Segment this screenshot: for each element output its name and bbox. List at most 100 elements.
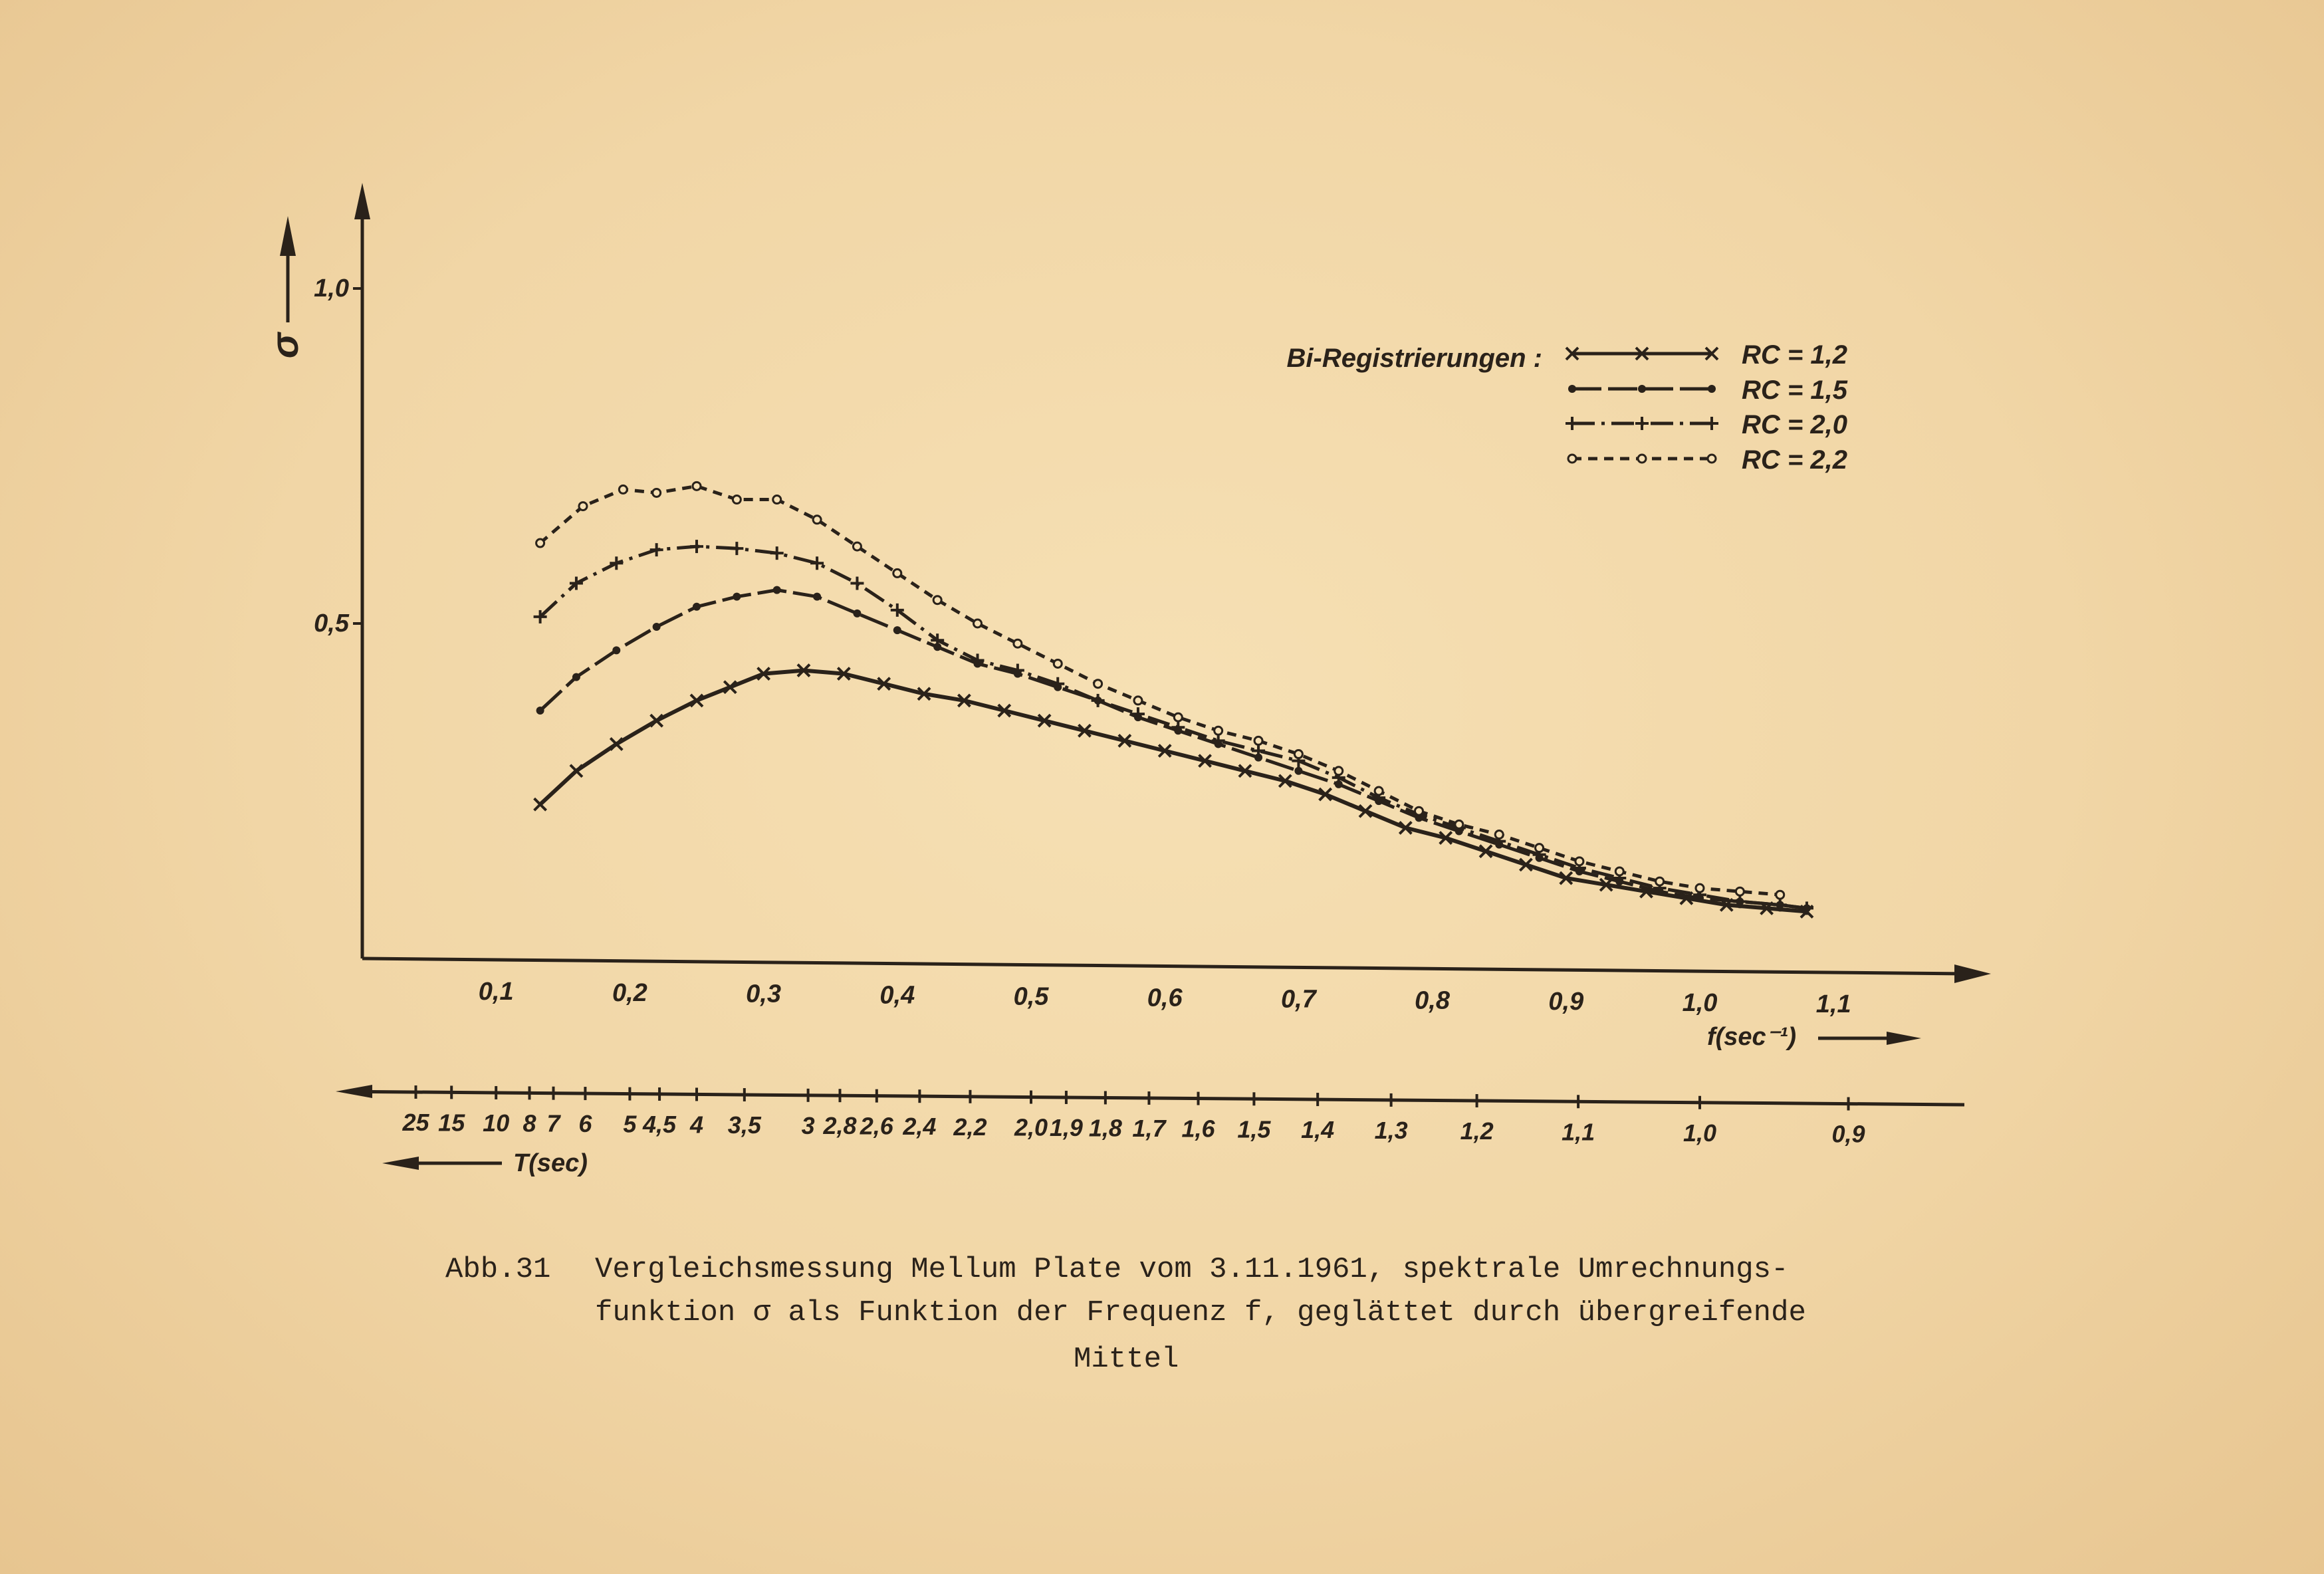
- data-point: [723, 680, 737, 695]
- y-axis-arrowhead: [354, 183, 370, 219]
- data-point: [609, 737, 624, 751]
- y-axis-label: σ: [263, 331, 306, 358]
- data-point: [535, 538, 546, 548]
- data-point: [1519, 857, 1533, 872]
- data-point: [756, 667, 771, 681]
- data-point: [649, 713, 664, 728]
- data-point: [1398, 821, 1413, 835]
- data-point: [1133, 695, 1143, 706]
- data-point: [1494, 830, 1504, 840]
- data-point: [533, 610, 547, 623]
- legend-label-2: RC = 1,5: [1742, 376, 1848, 405]
- x-axis-line: [362, 956, 1968, 976]
- data-point: [1131, 707, 1145, 721]
- y-tick-label: 1,0: [314, 275, 349, 302]
- period-tick-label: 3,5: [728, 1111, 762, 1139]
- period-tick-label: 1,5: [1237, 1115, 1271, 1143]
- legend-marker: [1635, 346, 1649, 361]
- data-point: [1373, 786, 1384, 796]
- data-point: [772, 495, 782, 505]
- data-point: [1157, 744, 1172, 758]
- legend-marker: [1635, 417, 1649, 430]
- legend-marker: [1706, 453, 1717, 464]
- data-point: [1012, 638, 1023, 649]
- data-point: [689, 693, 704, 708]
- data-point: [772, 586, 781, 594]
- x-axis-label: f(sec⁻¹): [1707, 1023, 1796, 1051]
- legend-marker: [1565, 346, 1579, 361]
- legend-marker: [1637, 453, 1647, 464]
- period-tick-label: 1,4: [1301, 1116, 1334, 1143]
- data-point: [933, 643, 942, 651]
- period-label-arrowhead: [382, 1157, 419, 1170]
- x-tick-label: 0,1: [479, 978, 514, 1006]
- legend-marker: [1568, 385, 1576, 393]
- data-point: [893, 626, 901, 635]
- period-tick-label: 3: [802, 1112, 815, 1139]
- data-point: [1253, 735, 1264, 746]
- data-point: [997, 703, 1012, 718]
- x-tick-label: 0,5: [1014, 983, 1050, 1011]
- data-point: [1213, 725, 1224, 736]
- data-point: [932, 595, 943, 606]
- data-point: [853, 609, 862, 618]
- series-1: [533, 663, 1814, 919]
- legend-marker: [1567, 453, 1577, 464]
- x-label-arrowhead: [1887, 1032, 1921, 1045]
- data-point: [892, 568, 903, 578]
- data-point: [1574, 856, 1585, 867]
- data-point: [1117, 733, 1132, 748]
- period-tick-label: 4,5: [642, 1111, 677, 1138]
- series-3: [533, 540, 1813, 915]
- data-point: [877, 677, 891, 691]
- legend-label-3: RC = 2,0: [1742, 410, 1847, 439]
- data-point: [569, 576, 583, 590]
- data-point: [971, 653, 985, 667]
- caption-label: Abb.31: [445, 1253, 551, 1286]
- period-tick-label: 8: [523, 1109, 536, 1137]
- period-axis-arrowhead: [336, 1085, 372, 1098]
- period-tick-label: 1,1: [1562, 1118, 1595, 1145]
- data-point: [931, 633, 945, 647]
- data-point: [1093, 679, 1104, 689]
- data-point: [1614, 866, 1625, 877]
- data-point: [730, 542, 744, 556]
- data-point: [1694, 883, 1705, 893]
- period-tick-label: 2,6: [860, 1113, 894, 1140]
- x-tick-label: 0,8: [1415, 986, 1451, 1014]
- caption-line-1: Vergleichsmessung Mellum Plate vom 3.11.…: [595, 1253, 1789, 1286]
- data-point: [1334, 766, 1344, 776]
- caption-line-3: Mittel: [1074, 1343, 1179, 1376]
- data-point: [1439, 831, 1453, 845]
- data-point: [733, 592, 741, 601]
- data-point: [1173, 712, 1183, 723]
- data-point: [1010, 663, 1024, 677]
- period-tick-label: 2,0: [1014, 1114, 1048, 1141]
- series-line: [538, 484, 1780, 897]
- data-point: [690, 540, 703, 554]
- x-tick-label: 0,9: [1548, 988, 1583, 1016]
- legend-marker: [1704, 346, 1719, 361]
- period-tick-label: 10: [483, 1109, 509, 1137]
- legend-marker: [1705, 417, 1718, 430]
- data-point: [1198, 754, 1212, 768]
- x-axis-arrowhead: [1954, 964, 1991, 983]
- data-point: [852, 541, 862, 552]
- data-point: [533, 797, 548, 812]
- data-point: [1800, 901, 1813, 915]
- data-point: [1318, 787, 1333, 802]
- legend-label-1: RC = 1,2: [1742, 340, 1847, 370]
- axes: σ 0,5 1,0 0,1 0,2 0,3 0,4 0,5 0,6 0,7 0,8 0,9 1,0 1,1…: [263, 183, 1991, 1051]
- legend-label-4: RC = 2,2: [1742, 445, 1847, 475]
- data-point: [731, 495, 742, 505]
- data-point: [1294, 766, 1303, 775]
- data-point: [810, 556, 824, 570]
- data-point: [1655, 876, 1665, 887]
- data-point: [890, 603, 904, 617]
- period-tick-label: 7: [546, 1110, 561, 1137]
- data-point: [957, 693, 971, 708]
- data-point: [1091, 693, 1105, 707]
- legend-marker: [1638, 385, 1646, 393]
- data-point: [1037, 713, 1052, 728]
